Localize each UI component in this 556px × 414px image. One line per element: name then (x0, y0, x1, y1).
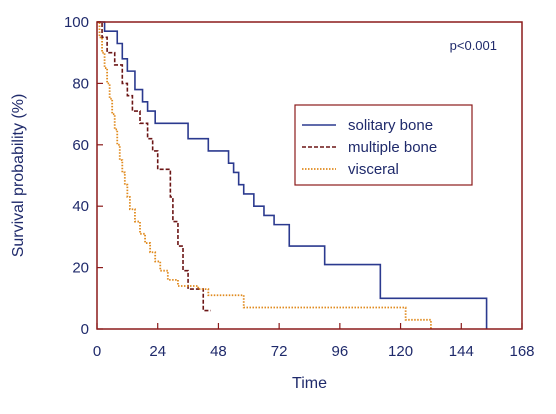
solitary-bone-legend-label: solitary bone (348, 117, 433, 134)
legend-box (294, 104, 473, 186)
y-tick-label: 80 (72, 75, 89, 92)
multiple-bone-legend-label: multiple bone (348, 139, 437, 156)
visceral-curve (97, 21, 432, 329)
y-tick-label: 60 (72, 137, 89, 154)
plot-frame (96, 21, 523, 330)
y-tick-label: 40 (72, 198, 89, 215)
x-tick-label: 120 (388, 343, 413, 360)
visceral-legend-label: visceral (348, 161, 399, 178)
x-tick-label: 72 (271, 343, 288, 360)
x-tick-label: 24 (149, 343, 166, 360)
p-value-annotation: p<0.001 (450, 38, 497, 53)
legend: solitary bone multiple bone visceral (294, 104, 473, 186)
y-axis-label: Survival probability (%) (10, 94, 27, 258)
y-tick-label: 0 (81, 321, 89, 338)
x-tick-label: 168 (509, 343, 534, 360)
multiple-bone-curve (97, 21, 211, 312)
series-layer (97, 21, 488, 329)
x-tick-label: 0 (93, 343, 101, 360)
x-axis-label: Time (292, 375, 327, 392)
tick-labels: 0 24 48 72 96 120 144 168 0 20 40 60 80 100 (64, 14, 535, 360)
x-tick-label: 144 (449, 343, 474, 360)
y-tick-label: 100 (64, 14, 89, 31)
y-tick-label: 20 (72, 260, 89, 277)
x-tick-label: 96 (332, 343, 349, 360)
x-tick-label: 48 (210, 343, 227, 360)
solitary-bone-curve (97, 21, 488, 329)
